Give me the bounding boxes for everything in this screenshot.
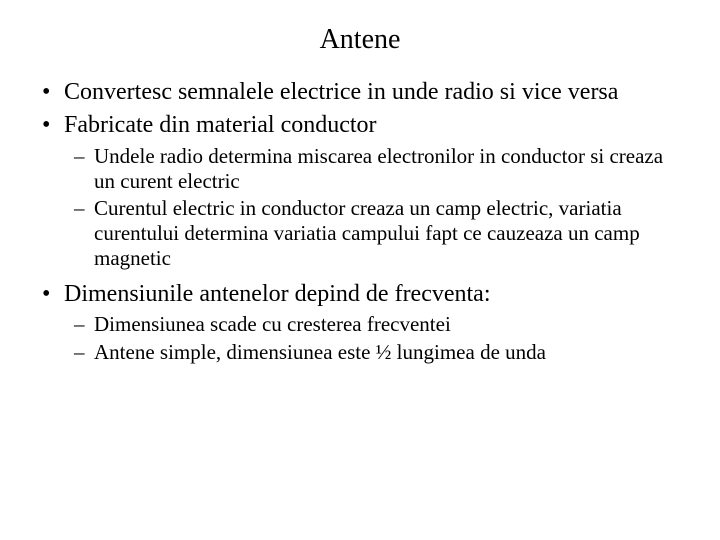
list-item: Dimensiunile antenelor depind de frecven… — [36, 280, 684, 365]
list-item: Curentul electric in conductor creaza un… — [64, 196, 684, 272]
slide: Antene Convertesc semnalele electrice in… — [0, 0, 720, 540]
list-item: Undele radio determina miscarea electron… — [64, 144, 684, 194]
sub-bullet-text: Dimensiunea scade cu cresterea frecvente… — [94, 312, 451, 336]
sub-bullet-text: Curentul electric in conductor creaza un… — [94, 196, 640, 270]
bullet-list: Convertesc semnalele electrice in unde r… — [36, 78, 684, 365]
bullet-text: Convertesc semnalele electrice in unde r… — [64, 79, 618, 105]
list-item: Dimensiunea scade cu cresterea frecvente… — [64, 312, 684, 337]
sub-bullet-text: Antene simple, dimensiunea este ½ lungim… — [94, 340, 546, 364]
list-item: Fabricate din material conductor Undele … — [36, 111, 684, 272]
sub-bullet-text: Undele radio determina miscarea electron… — [94, 144, 663, 193]
sub-list: Dimensiunea scade cu cresterea frecvente… — [64, 312, 684, 364]
list-item: Convertesc semnalele electrice in unde r… — [36, 78, 684, 107]
list-item: Antene simple, dimensiunea este ½ lungim… — [64, 340, 684, 365]
slide-title: Antene — [36, 24, 684, 56]
bullet-text: Dimensiunile antenelor depind de frecven… — [64, 281, 491, 307]
bullet-text: Fabricate din material conductor — [64, 112, 377, 138]
sub-list: Undele radio determina miscarea electron… — [64, 144, 684, 272]
